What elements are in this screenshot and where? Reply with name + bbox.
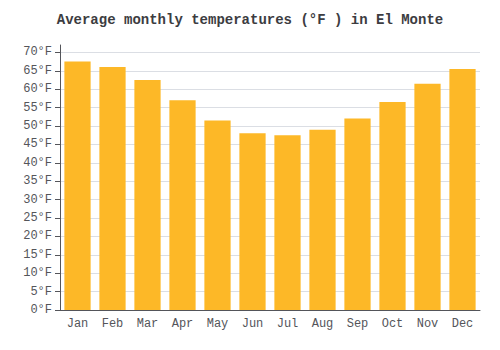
svg-text:0°F: 0°F: [30, 303, 52, 317]
svg-text:35°F: 35°F: [23, 174, 52, 188]
svg-text:Average monthly temperatures (: Average monthly temperatures (°F ) in El…: [57, 12, 443, 28]
svg-text:55°F: 55°F: [23, 101, 52, 115]
svg-text:Jan: Jan: [67, 317, 89, 331]
svg-text:Jun: Jun: [242, 317, 264, 331]
svg-text:60°F: 60°F: [23, 82, 52, 96]
svg-text:Apr: Apr: [172, 317, 194, 331]
svg-text:30°F: 30°F: [23, 193, 52, 207]
svg-text:10°F: 10°F: [23, 266, 52, 280]
svg-text:45°F: 45°F: [23, 137, 52, 151]
svg-text:40°F: 40°F: [23, 156, 52, 170]
svg-text:50°F: 50°F: [23, 119, 52, 133]
svg-text:Sep: Sep: [347, 317, 369, 331]
svg-text:Dec: Dec: [452, 317, 474, 331]
svg-text:Aug: Aug: [312, 317, 334, 331]
svg-text:5°F: 5°F: [30, 285, 52, 299]
svg-text:Oct: Oct: [382, 317, 404, 331]
svg-text:Feb: Feb: [102, 317, 124, 331]
svg-text:25°F: 25°F: [23, 211, 52, 225]
svg-text:May: May: [207, 317, 229, 331]
svg-text:Nov: Nov: [417, 317, 439, 331]
svg-text:65°F: 65°F: [23, 64, 52, 78]
svg-text:70°F: 70°F: [23, 45, 52, 59]
svg-text:20°F: 20°F: [23, 229, 52, 243]
svg-text:Mar: Mar: [137, 317, 159, 331]
svg-text:15°F: 15°F: [23, 248, 52, 262]
svg-text:Jul: Jul: [277, 317, 299, 331]
